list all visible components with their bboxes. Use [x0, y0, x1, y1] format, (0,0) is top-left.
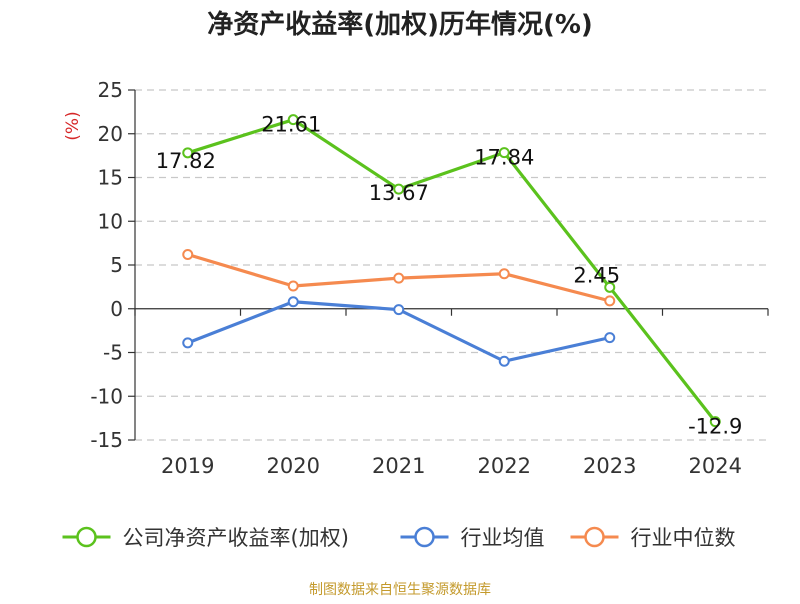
data-point	[498, 355, 510, 367]
y-tick-label: 5	[110, 253, 123, 277]
data-point	[604, 332, 616, 344]
data-point	[182, 249, 194, 260]
x-tick-label: 2021	[372, 454, 425, 478]
data-point	[393, 304, 405, 316]
data-label: -12.9	[688, 415, 742, 439]
x-tick-label: 2024	[689, 454, 742, 478]
data-point	[498, 147, 510, 159]
data-point	[604, 281, 616, 293]
series-line	[186, 118, 717, 424]
legend-label: 行业均值	[461, 526, 545, 550]
data-label: 2.45	[573, 263, 620, 287]
x-tick-label: 2023	[583, 454, 636, 478]
y-tick-label: -5	[103, 341, 123, 365]
data-point	[709, 416, 721, 428]
data-label: 17.82	[156, 149, 216, 173]
data-point	[604, 295, 616, 307]
legend-marker	[76, 526, 97, 548]
x-tick-label: 2022	[478, 454, 531, 478]
legend-marker	[584, 526, 605, 548]
data-label: 17.84	[474, 146, 534, 170]
y-tick-label: 20	[98, 122, 123, 146]
data-point	[287, 280, 299, 292]
y-tick-label: 10	[98, 209, 123, 233]
data-point	[393, 183, 405, 195]
legend-label: 行业中位数	[631, 526, 736, 550]
y-tick-label: 0	[110, 297, 123, 321]
x-tick-label: 2020	[267, 454, 320, 478]
data-label: 13.67	[369, 181, 429, 205]
data-point	[182, 337, 194, 349]
y-tick-label: 25	[98, 78, 123, 102]
y-axis-label: (%)	[63, 111, 83, 140]
data-point	[287, 114, 299, 126]
y-tick-label: -15	[90, 428, 123, 452]
data-point	[287, 296, 299, 308]
source-note: 制图数据来自恒生聚源数据库	[309, 582, 491, 598]
chart-title: 净资产收益率(加权)历年情况(%)	[207, 9, 593, 40]
data-point	[393, 272, 405, 284]
x-tick-label: 2019	[161, 454, 214, 478]
legend-label: 公司净资产收益率(加权)	[123, 526, 349, 550]
y-tick-label: -10	[90, 384, 123, 408]
data-label: 21.61	[261, 113, 321, 137]
y-tick-label: 15	[98, 166, 123, 190]
data-point	[182, 147, 194, 159]
legend-marker	[414, 526, 435, 548]
data-point	[498, 268, 510, 280]
